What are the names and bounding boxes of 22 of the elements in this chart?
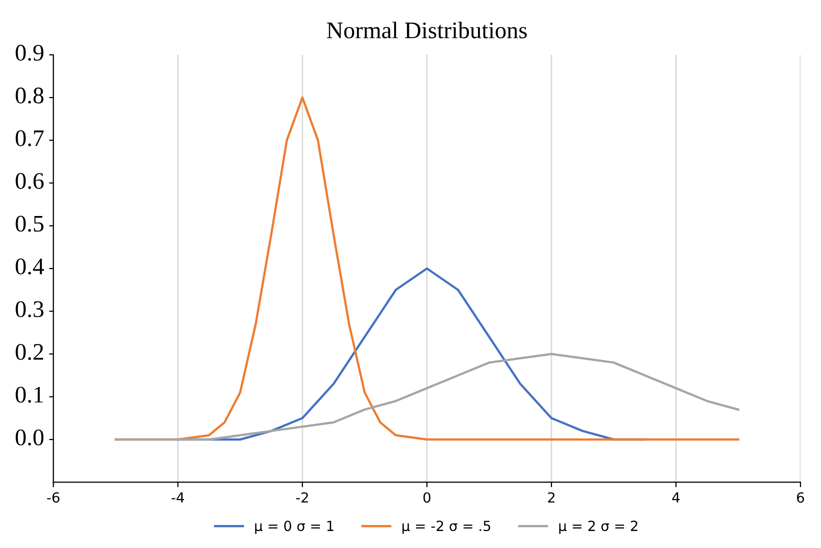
- x-tick-label: 4: [672, 492, 680, 503]
- y-tick-label: 0.7: [16, 130, 44, 146]
- legend-label: μ = 0 σ = 1: [255, 520, 334, 534]
- y-tick-label: 0.3: [16, 301, 44, 318]
- x-tick-label: 6: [797, 492, 804, 503]
- y-tick-label: 0.4: [16, 258, 44, 275]
- y-tick-label: 0.1: [16, 386, 43, 403]
- y-tick-label: 0.0: [16, 429, 44, 446]
- legend-label: μ = -2 σ = .5: [402, 520, 490, 534]
- line-series: [114, 352, 740, 441]
- x-tick-label: -4: [172, 492, 184, 503]
- y-tick-label: 0.2: [16, 344, 44, 360]
- y-tick-label: 0.6: [16, 173, 44, 190]
- legend-label: μ = 2 σ = 2: [559, 520, 638, 534]
- x-tick-label: 0: [423, 492, 430, 503]
- x-tick-label: -2: [296, 492, 308, 503]
- x-tick-label: 2: [548, 492, 554, 503]
- chart-title: Normal Distributions: [326, 22, 527, 38]
- y-tick-label: 0.8: [16, 88, 44, 104]
- x-tick-label: -6: [47, 492, 60, 503]
- y-tick-label: 0.5: [16, 216, 44, 232]
- y-tick-label: 0.9: [16, 44, 44, 61]
